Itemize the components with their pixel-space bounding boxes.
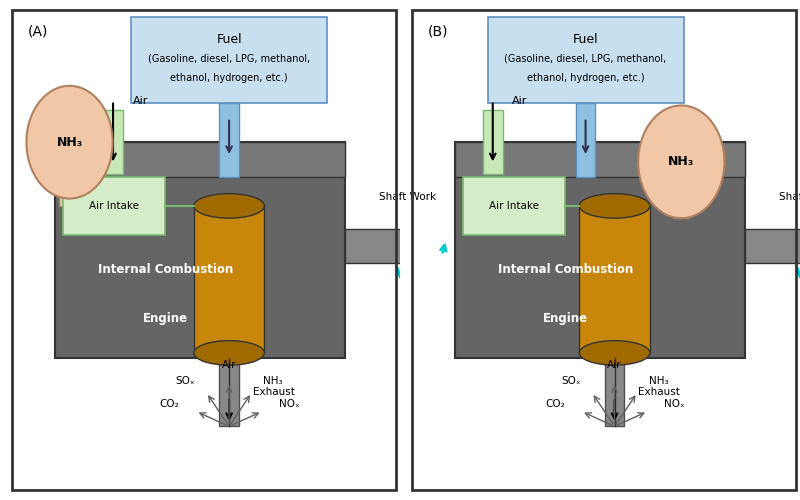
Bar bbox=[63, 176, 165, 236]
Bar bbox=[345, 228, 412, 263]
Text: Engine: Engine bbox=[542, 312, 588, 325]
Text: (Gasoline, diesel, LPG, methanol,: (Gasoline, diesel, LPG, methanol, bbox=[505, 54, 666, 64]
Bar bbox=[576, 103, 595, 176]
Text: Exhaust: Exhaust bbox=[253, 387, 294, 397]
Text: Exhaust: Exhaust bbox=[638, 387, 680, 397]
Text: Fuel: Fuel bbox=[573, 33, 598, 46]
Bar bbox=[58, 147, 80, 206]
Text: (Gasoline, diesel, LPG, methanol,: (Gasoline, diesel, LPG, methanol, bbox=[148, 54, 310, 64]
Text: Shaft Work: Shaft Work bbox=[779, 192, 800, 202]
Text: Air: Air bbox=[512, 96, 528, 106]
Bar bbox=[487, 17, 683, 103]
Bar bbox=[455, 142, 745, 358]
Bar bbox=[131, 17, 327, 103]
Bar bbox=[579, 206, 650, 353]
Bar bbox=[674, 147, 689, 218]
Bar bbox=[219, 358, 239, 426]
Bar bbox=[745, 228, 800, 263]
Text: ethanol, hydrogen, etc.): ethanol, hydrogen, etc.) bbox=[526, 74, 644, 84]
Text: Internal Combustion: Internal Combustion bbox=[98, 263, 233, 276]
Bar bbox=[55, 142, 345, 358]
Bar bbox=[219, 103, 239, 176]
Text: CO₂: CO₂ bbox=[160, 399, 179, 409]
Ellipse shape bbox=[194, 194, 264, 218]
Text: NH₃: NH₃ bbox=[263, 376, 282, 386]
Text: NH₃: NH₃ bbox=[668, 156, 694, 168]
Text: ethanol, hydrogen, etc.): ethanol, hydrogen, etc.) bbox=[170, 74, 288, 84]
Ellipse shape bbox=[194, 340, 264, 365]
Text: Air Intake: Air Intake bbox=[89, 201, 139, 211]
Text: Air Intake: Air Intake bbox=[489, 201, 539, 211]
Text: Air: Air bbox=[133, 96, 148, 106]
Text: NH₃: NH₃ bbox=[57, 136, 82, 148]
Ellipse shape bbox=[638, 106, 725, 218]
Bar bbox=[103, 110, 123, 174]
Text: Air: Air bbox=[222, 360, 236, 370]
Ellipse shape bbox=[579, 194, 650, 218]
Text: NOₓ: NOₓ bbox=[664, 399, 685, 409]
Bar bbox=[483, 110, 502, 174]
Bar bbox=[55, 142, 345, 176]
Ellipse shape bbox=[26, 86, 113, 198]
Text: NOₓ: NOₓ bbox=[279, 399, 299, 409]
Text: CO₂: CO₂ bbox=[545, 399, 565, 409]
Text: (B): (B) bbox=[428, 24, 448, 38]
Text: Shaft Work: Shaft Work bbox=[379, 192, 437, 202]
Text: (A): (A) bbox=[27, 24, 48, 38]
Text: Internal Combustion: Internal Combustion bbox=[498, 263, 633, 276]
Ellipse shape bbox=[579, 340, 650, 365]
Bar bbox=[463, 176, 565, 236]
Bar bbox=[605, 358, 624, 426]
Text: SOₓ: SOₓ bbox=[175, 376, 195, 386]
Text: Air: Air bbox=[607, 360, 622, 370]
Bar bbox=[455, 142, 745, 176]
Text: NH₃: NH₃ bbox=[649, 376, 668, 386]
Ellipse shape bbox=[412, 226, 443, 266]
Text: Engine: Engine bbox=[142, 312, 188, 325]
Bar bbox=[194, 206, 264, 353]
Text: SOₓ: SOₓ bbox=[561, 376, 581, 386]
Text: Fuel: Fuel bbox=[216, 33, 242, 46]
